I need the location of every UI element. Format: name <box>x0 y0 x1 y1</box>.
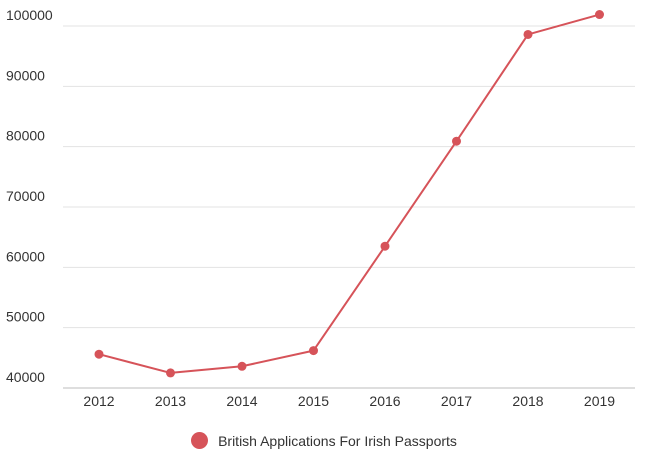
x-tick-label: 2014 <box>226 393 257 409</box>
x-tick-label: 2016 <box>369 393 400 409</box>
data-point <box>94 349 104 359</box>
x-axis-tick-labels: 2012 2013 2014 2015 2016 2017 2018 2019 <box>83 393 615 409</box>
series-line-path <box>98 13 601 374</box>
legend: British Applications For Irish Passports <box>0 432 648 449</box>
x-tick-label: 2019 <box>584 393 615 409</box>
data-point <box>380 241 390 251</box>
series-points <box>94 10 604 378</box>
series-line <box>98 13 601 374</box>
legend-label: British Applications For Irish Passports <box>218 432 457 449</box>
x-tick-label: 2015 <box>298 393 329 409</box>
y-tick-label: 50000 <box>6 309 45 325</box>
x-tick-label: 2012 <box>83 393 114 409</box>
y-tick-label: 60000 <box>6 248 45 264</box>
x-tick-label: 2013 <box>155 393 186 409</box>
x-tick-label: 2018 <box>512 393 543 409</box>
y-tick-label: 70000 <box>6 188 45 204</box>
data-point <box>523 29 533 39</box>
gridlines <box>63 25 635 389</box>
legend-marker <box>191 432 209 449</box>
y-tick-label: 100000 <box>6 7 53 23</box>
data-point <box>452 136 461 146</box>
y-tick-label: 80000 <box>6 128 45 144</box>
y-axis-tick-labels: 40000 50000 60000 70000 80000 90000 100000 <box>6 7 53 385</box>
data-point <box>309 346 318 356</box>
x-tick-label: 2017 <box>441 393 472 409</box>
y-tick-label: 40000 <box>6 369 45 385</box>
data-point <box>166 368 175 378</box>
y-tick-label: 90000 <box>6 67 45 83</box>
data-point <box>237 361 247 371</box>
data-point <box>595 10 604 20</box>
